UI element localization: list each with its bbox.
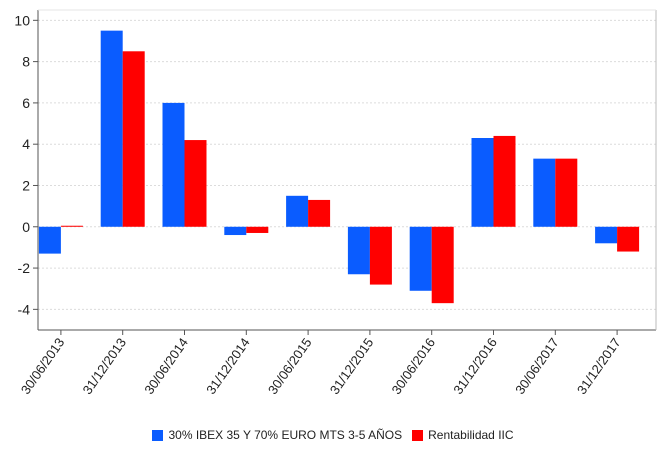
y-tick-label: 6 [22, 95, 30, 111]
y-tick-labels: 10 8 6 4 2 0 -2 -4 [14, 12, 30, 317]
bar-benchmark [347, 226, 370, 275]
y-tick-label: -4 [18, 301, 31, 317]
bar-benchmark [38, 226, 61, 254]
y-tick-label: 10 [14, 12, 30, 28]
bar-benchmark [100, 30, 123, 227]
bar-benchmark [471, 138, 494, 227]
y-tick-label: 8 [22, 54, 30, 70]
x-tick-label: 31/12/2013 [80, 335, 130, 397]
bar-fund [431, 226, 454, 304]
bar-fund [493, 135, 516, 227]
x-tick-label: 31/12/2017 [574, 335, 624, 397]
x-tick-label: 30/06/2014 [141, 335, 191, 397]
x-tick-label: 31/12/2016 [450, 335, 500, 397]
x-tick-label: 30/06/2015 [265, 335, 315, 397]
bar-benchmark [162, 102, 185, 227]
bar-benchmark [533, 158, 556, 227]
bar-fund [555, 158, 578, 227]
bar-fund [308, 199, 331, 227]
axes [33, 9, 657, 335]
legend-label-benchmark: 30% IBEX 35 Y 70% EURO MTS 3-5 AÑOS [168, 428, 403, 442]
x-tick-label: 30/06/2016 [389, 335, 439, 397]
y-tick-label: 0 [22, 219, 30, 235]
legend-label-fund: Rentabilidad IIC [428, 428, 514, 442]
legend-swatch-blue [152, 429, 164, 441]
bar-fund [60, 225, 83, 227]
x-tick-label: 31/12/2015 [327, 335, 377, 397]
bar-benchmark [409, 226, 432, 291]
y-tick-label: 4 [22, 136, 30, 152]
grid-lines [38, 19, 656, 310]
bar-fund [122, 51, 145, 227]
bar-fund [617, 226, 640, 252]
y-tick-label: 2 [22, 177, 30, 193]
x-tick-label: 30/06/2017 [512, 335, 562, 397]
legend-swatch-red [412, 429, 424, 441]
legend-item-fund: Rentabilidad IIC [412, 428, 514, 442]
legend-item-benchmark: 30% IBEX 35 Y 70% EURO MTS 3-5 AÑOS [152, 428, 402, 442]
bar-benchmark [224, 226, 247, 236]
bar-benchmark [595, 226, 618, 244]
x-tick-labels: 30/06/2013 31/12/2013 30/06/2014 31/12/2014… [18, 335, 624, 397]
legend: 30% IBEX 35 Y 70% EURO MTS 3-5 AÑOS Rent… [0, 428, 666, 442]
x-tick-label: 31/12/2014 [203, 335, 253, 397]
bars [38, 30, 640, 304]
bar-fund [184, 140, 207, 227]
y-tick-label: -2 [18, 260, 31, 276]
x-tick-label: 30/06/2013 [18, 335, 68, 397]
bar-fund [369, 226, 392, 285]
bar-benchmark [286, 195, 309, 227]
bar-fund [246, 226, 269, 233]
